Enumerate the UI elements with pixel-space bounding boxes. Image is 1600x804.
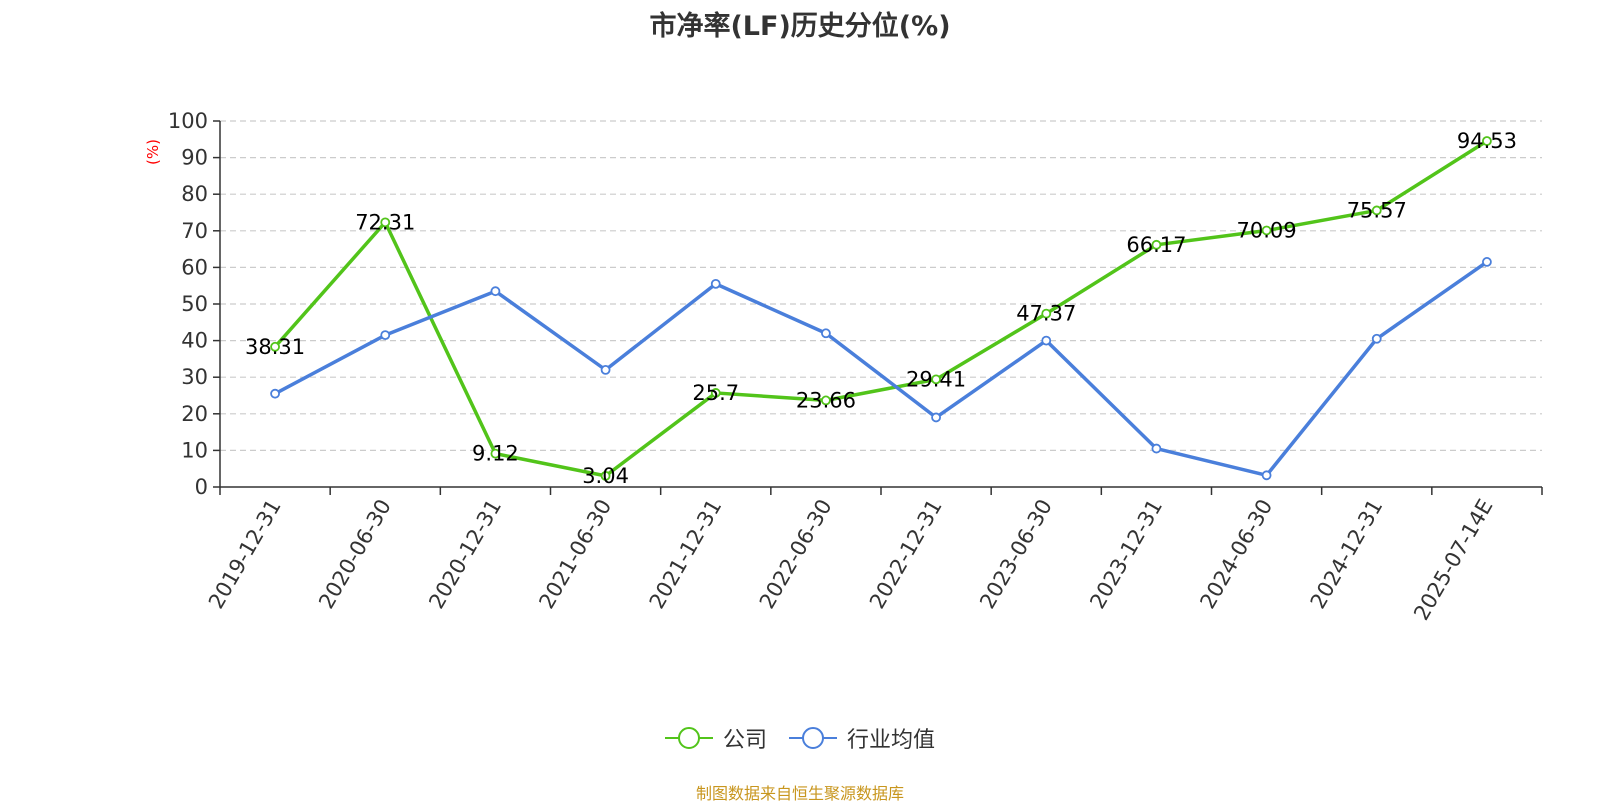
- y-tick-label: 70: [181, 219, 208, 243]
- data-label: 9.12: [472, 442, 519, 466]
- data-label: 3.04: [582, 464, 629, 488]
- data-point: [1482, 257, 1492, 267]
- data-point: [490, 286, 501, 297]
- y-tick-label: 90: [181, 146, 208, 170]
- data-point: [710, 278, 721, 289]
- x-tick-label: 2022-12-31: [865, 495, 947, 613]
- data-point: [931, 374, 941, 385]
- data-label: 25.7: [692, 381, 739, 405]
- y-tick-label: 100: [168, 109, 208, 133]
- x-tick-label: 2024-12-31: [1306, 495, 1388, 613]
- x-tick-label: 2025-07-14E: [1409, 495, 1497, 624]
- data-point: [1371, 205, 1382, 216]
- data-point: [600, 470, 611, 481]
- data-label: 47.37: [1016, 302, 1076, 326]
- series-lines: [270, 136, 1492, 481]
- x-tick-label: 2021-06-30: [534, 495, 616, 613]
- data-label: 75.57: [1347, 198, 1407, 222]
- y-tick-label: 60: [181, 255, 208, 279]
- series-line: [273, 139, 1488, 478]
- data-label: 29.41: [906, 367, 966, 391]
- source-note: 制图数据来自恒生聚源数据库: [695, 784, 904, 803]
- y-tick-label: 80: [181, 182, 208, 206]
- data-label: 66.17: [1126, 233, 1186, 257]
- y-tick-label: 10: [181, 438, 208, 462]
- data-point: [821, 395, 831, 406]
- data-point: [1151, 239, 1162, 250]
- legend-label-industry-average: 行业均值: [847, 728, 936, 753]
- x-tick-label: 2022-06-30: [755, 495, 837, 613]
- x-tick-label: 2024-06-30: [1195, 495, 1277, 613]
- data-label: 72.31: [355, 210, 415, 234]
- data-point: [931, 412, 941, 423]
- legend-line-marker-icon: [664, 727, 713, 749]
- data-point: [710, 388, 721, 398]
- x-tick-label: 2020-06-30: [314, 495, 396, 613]
- data-label: 38.31: [245, 335, 305, 359]
- legend-item-industry-average[interactable]: 行业均值: [789, 722, 935, 754]
- data-label: 23.66: [796, 388, 856, 412]
- data-point: [1041, 335, 1052, 346]
- y-tick-label: 40: [181, 329, 208, 353]
- data-point: [600, 364, 611, 375]
- series-line: [274, 260, 1488, 478]
- data-point: [1261, 470, 1272, 481]
- data-point: [270, 341, 280, 352]
- axes: 0 10 20 30 40 50 60 70 80 90 100 2019-12-31 2020-06-…: [168, 109, 1543, 624]
- chart-title: 市净率(LF)历史分位(%): [649, 11, 951, 42]
- data-labels: 38.31 72.31 9.12 3.04 25.7 23.66 29.41 47.37 66.…: [245, 129, 1517, 488]
- y-tick-label: 30: [181, 365, 208, 389]
- data-point: [270, 388, 280, 399]
- y-axis-label: (%): [144, 139, 162, 165]
- data-point: [380, 330, 391, 341]
- data-point: [1482, 136, 1492, 146]
- y-tick-label: 20: [181, 402, 208, 426]
- x-tick-label: 2019-12-31: [204, 495, 286, 613]
- data-point: [1371, 333, 1382, 344]
- legend-label-company: 公司: [722, 728, 767, 753]
- legend: 公司 行业均值: [0, 722, 1600, 754]
- x-tick-label: 2021-12-31: [645, 495, 727, 613]
- y-tick-label: 50: [181, 292, 208, 316]
- data-point: [490, 448, 501, 459]
- data-label: 94.53: [1457, 129, 1517, 153]
- grid-lines: [220, 120, 1542, 451]
- data-point: [821, 328, 831, 339]
- legend-item-company[interactable]: 公司: [664, 722, 767, 754]
- data-point: [1041, 308, 1052, 319]
- x-tick-label: 2020-12-31: [424, 495, 506, 613]
- x-tick-label: 2023-12-31: [1085, 495, 1167, 613]
- y-tick-label: 0: [195, 475, 208, 499]
- data-point: [1151, 443, 1162, 454]
- data-label: 70.09: [1237, 218, 1297, 242]
- legend-line-marker-icon: [789, 727, 837, 749]
- x-tick-label: 2023-06-30: [975, 495, 1057, 613]
- data-point: [1261, 225, 1272, 236]
- data-point: [380, 217, 391, 228]
